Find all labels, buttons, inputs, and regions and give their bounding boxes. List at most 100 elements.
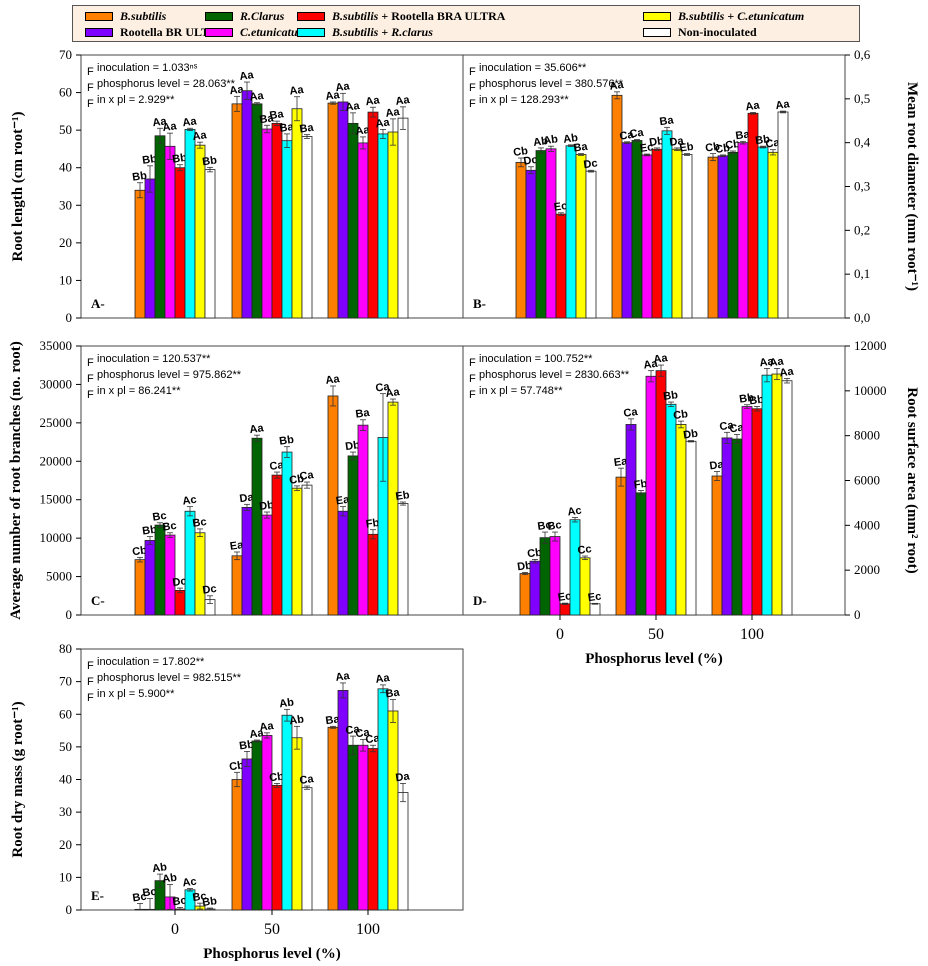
y-tick-label: 0,2 [854, 222, 870, 237]
bar [387, 401, 399, 616]
significance-label: Bb [171, 152, 187, 166]
significance-label: Ac [182, 876, 198, 890]
bar [565, 145, 577, 319]
significance-label: Aa [335, 80, 351, 94]
legend-swatch [205, 28, 233, 37]
bar [174, 590, 186, 616]
significance-label: Bc [152, 510, 168, 524]
bar [767, 151, 779, 319]
y-tick-label: 70 [59, 47, 72, 62]
bar [661, 130, 673, 319]
bar [535, 150, 547, 319]
bar [727, 151, 739, 319]
x-tick-label: 100 [740, 626, 764, 643]
y-tick-label: 0 [66, 607, 73, 622]
significance-label: Aa [162, 120, 178, 134]
significance-label: Cb [672, 408, 688, 422]
bar [194, 532, 206, 616]
bar [337, 101, 349, 319]
f-stat-text: phosphorus level = 28.063** [97, 78, 236, 90]
legend-item: Non-inoculated [643, 25, 757, 40]
y-tick-label: 0,4 [854, 135, 871, 150]
bar [625, 424, 637, 616]
y-axis-title: Root dry mass (g root⁻¹) [10, 701, 26, 857]
x-tick-label: 50 [648, 626, 664, 643]
f-stat-prefix: F [469, 66, 476, 78]
y-tick-label: 0 [854, 607, 861, 622]
f-stat-text: in x pl = 128.293** [479, 94, 569, 106]
bar [357, 142, 369, 319]
legend-swatch [643, 12, 671, 21]
bar [301, 136, 313, 319]
x-axis-title: Phosphorus level (%) [585, 651, 723, 667]
bar [134, 189, 146, 319]
significance-label: Aa [775, 98, 791, 112]
significance-label: Ab [151, 861, 167, 875]
significance-label: Bb [141, 524, 157, 538]
significance-label: Bc [142, 886, 158, 900]
bar [641, 154, 653, 319]
significance-label: Dc [202, 583, 218, 597]
bar [241, 758, 253, 911]
bar [539, 537, 551, 616]
y-tick-label: 10000 [40, 530, 73, 545]
bar [367, 111, 379, 319]
significance-label: Ca [623, 406, 639, 420]
f-stat-text: phosphorus level = 380.576** [479, 78, 624, 90]
significance-label: Eb [679, 141, 695, 155]
bar [665, 403, 677, 616]
bar [144, 178, 156, 319]
significance-label: Cc [577, 543, 593, 557]
bar [291, 487, 303, 616]
significance-label: Aa [653, 352, 669, 366]
legend-label: Non-inoculated [678, 25, 757, 39]
bar [757, 146, 769, 319]
significance-label: Ea [613, 455, 629, 469]
significance-label: Db [516, 559, 532, 573]
significance-label: Bc [192, 890, 208, 904]
significance-label: Aa [249, 727, 265, 741]
bar [204, 169, 216, 319]
legend-label: B.subtilis [120, 9, 167, 23]
significance-label: Aa [345, 100, 361, 114]
bar [751, 408, 763, 616]
f-stat-prefix: F [87, 66, 94, 78]
significance-label: Bb [141, 153, 157, 167]
significance-label: Da [709, 459, 725, 473]
significance-label: Aa [192, 129, 208, 143]
bar [717, 155, 729, 319]
bar [134, 559, 146, 616]
bar [707, 156, 719, 319]
significance-label: Aa [289, 84, 305, 98]
bar [251, 437, 263, 616]
f-stat-text: in x pl = 2.929** [97, 94, 175, 106]
significance-label: Dc [172, 575, 188, 589]
y-tick-label: 4000 [854, 517, 880, 532]
y-tick-label: 20000 [40, 453, 73, 468]
y-tick-label: 10 [59, 869, 72, 884]
legend-label: B.subtilis + Rootella BRA ULTRA [332, 9, 506, 23]
bar [347, 744, 359, 911]
y-tick-label: 6000 [854, 473, 880, 488]
significance-label: Ca [345, 723, 361, 737]
y-tick-label: 80 [59, 641, 72, 656]
significance-label: Ea [229, 539, 245, 553]
bar [261, 735, 273, 911]
bar [164, 145, 176, 319]
f-stat-prefix: F [87, 373, 94, 385]
significance-label: Cb [288, 473, 304, 487]
f-stat-prefix: F [87, 357, 94, 369]
significance-label: Aa [335, 670, 351, 684]
legend-item: B.subtilis [85, 9, 166, 24]
significance-label: Bb [201, 895, 217, 909]
bar [585, 170, 597, 319]
bar [271, 122, 283, 319]
y-tick-label: 15000 [40, 492, 73, 507]
bar [337, 510, 349, 616]
y-tick-label: 10000 [854, 383, 887, 398]
f-stat-text: in x pl = 5.900** [97, 688, 175, 700]
bar [737, 142, 749, 319]
significance-label: Bc [547, 519, 563, 533]
significance-label: Ca [375, 381, 391, 395]
significance-label: Cb [714, 142, 730, 156]
